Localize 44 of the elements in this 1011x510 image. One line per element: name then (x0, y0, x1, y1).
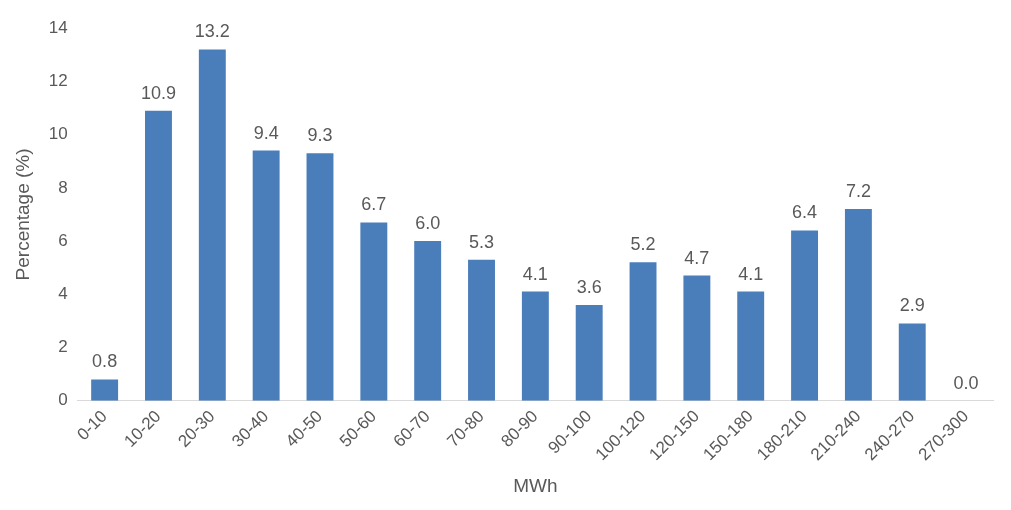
data-label: 6.0 (415, 213, 441, 233)
bar (844, 209, 872, 401)
bar (737, 291, 765, 401)
y-tick-label: 2 (58, 337, 68, 357)
bar (468, 259, 495, 401)
y-tick-label: 14 (48, 17, 68, 37)
y-tick-label: 12 (48, 71, 68, 91)
bar (414, 241, 442, 401)
bar (898, 323, 926, 401)
data-label: 4.1 (738, 263, 764, 284)
x-tick-label: 0-10 (73, 406, 111, 445)
bar (683, 275, 711, 401)
data-label: 0.8 (92, 351, 118, 372)
data-label: 5.3 (469, 231, 495, 252)
x-axis-title: MWh (513, 474, 558, 496)
data-label: 6.7 (361, 194, 387, 215)
data-label: 6.4 (792, 202, 818, 223)
data-label: 0.0 (953, 372, 979, 393)
bar (91, 379, 119, 401)
data-label: 2.9 (899, 295, 925, 316)
data-label: 3.6 (576, 276, 602, 297)
data-label: 5.2 (630, 234, 656, 255)
bar (252, 150, 280, 401)
y-tick-label: 4 (58, 283, 68, 303)
bar (306, 153, 334, 401)
y-axis-title: Percentage (%) (11, 148, 33, 281)
bar (575, 304, 603, 401)
y-tick-label: 0 (58, 390, 68, 410)
data-label: 9.3 (307, 125, 333, 146)
data-label: 4.1 (522, 263, 548, 284)
data-label: 13.2 (194, 21, 230, 42)
data-label: 4.7 (684, 247, 710, 268)
bar (521, 291, 549, 401)
bar (198, 49, 226, 401)
y-tick-label: 8 (58, 177, 68, 197)
bar (791, 230, 819, 401)
bar (629, 262, 657, 401)
bar (360, 222, 388, 401)
bar (145, 110, 172, 401)
data-label: 10.9 (140, 82, 176, 103)
y-tick-label: 6 (58, 230, 68, 250)
y-tick-label: 10 (48, 124, 68, 144)
data-label: 7.2 (845, 181, 871, 202)
data-label: 9.4 (253, 122, 279, 143)
